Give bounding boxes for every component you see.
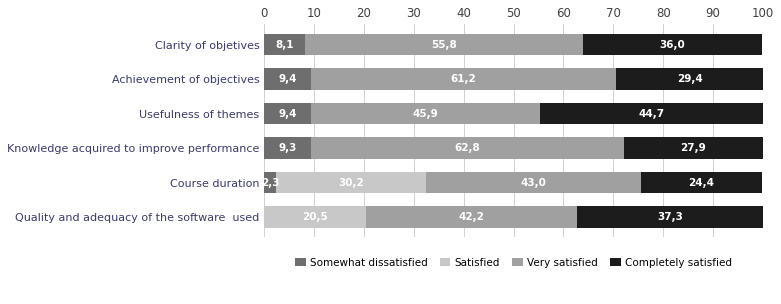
Bar — [264, 103, 311, 124]
Bar — [311, 103, 540, 124]
Text: 37,3: 37,3 — [657, 212, 683, 222]
Text: 36,0: 36,0 — [660, 40, 686, 50]
Bar — [577, 206, 763, 228]
Text: 61,2: 61,2 — [451, 74, 476, 84]
Text: 55,8: 55,8 — [431, 40, 457, 50]
Text: 29,4: 29,4 — [677, 74, 702, 84]
Text: 9,4: 9,4 — [278, 109, 297, 119]
Bar — [540, 103, 763, 124]
Bar — [264, 34, 305, 55]
Text: 9,4: 9,4 — [278, 74, 297, 84]
Bar — [276, 172, 426, 193]
Bar — [311, 68, 616, 90]
Text: 24,4: 24,4 — [689, 178, 715, 188]
Bar — [264, 137, 311, 159]
Text: 45,9: 45,9 — [412, 109, 438, 119]
Text: 27,9: 27,9 — [680, 143, 706, 153]
Text: 44,7: 44,7 — [638, 109, 665, 119]
Bar — [616, 68, 763, 90]
Bar — [264, 68, 311, 90]
Bar — [305, 34, 583, 55]
Text: 30,2: 30,2 — [338, 178, 364, 188]
Text: 2,3: 2,3 — [261, 178, 279, 188]
Bar — [264, 206, 366, 228]
Bar — [640, 172, 762, 193]
Bar — [426, 172, 640, 193]
Text: 62,8: 62,8 — [455, 143, 480, 153]
Bar — [624, 137, 763, 159]
Text: 43,0: 43,0 — [521, 178, 547, 188]
Text: 9,3: 9,3 — [278, 143, 297, 153]
Legend: Somewhat dissatisfied, Satisfied, Very satisfied, Completely satisfied: Somewhat dissatisfied, Satisfied, Very s… — [291, 253, 736, 272]
Text: 20,5: 20,5 — [302, 212, 328, 222]
Text: 42,2: 42,2 — [458, 212, 484, 222]
Bar — [264, 172, 276, 193]
Bar — [366, 206, 577, 228]
Bar — [583, 34, 762, 55]
Text: 8,1: 8,1 — [275, 40, 294, 50]
Bar — [311, 137, 624, 159]
